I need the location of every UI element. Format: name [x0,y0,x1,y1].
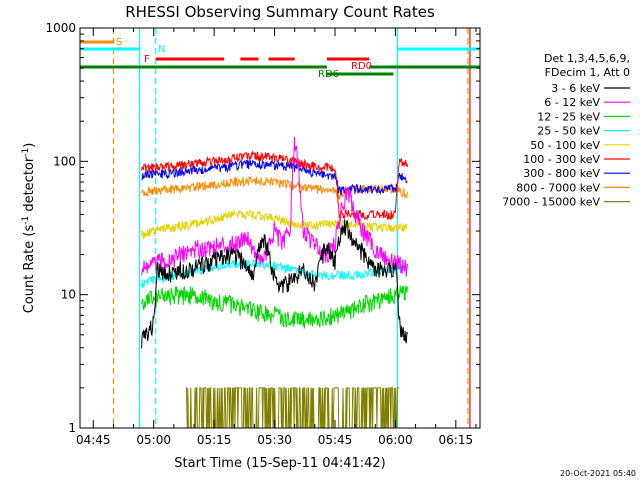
legend-label: 800 - 7000 keV [516,181,600,194]
x-tick-label: 06:00 [378,433,413,447]
series-line [141,159,408,196]
legend: Det 1,3,4,5,6,9, FDecim 1, Att 0 3 - 6 k… [502,52,630,209]
legend-label: 25 - 50 keV [537,125,600,138]
legend-header-detectors: Det 1,3,4,5,6,9, [544,52,630,65]
y-tick-label: 1 [68,421,76,435]
flag-label: RD6 [318,69,339,80]
y-axis-label: Count Rate (s-1 detector-1) [21,143,37,314]
plot-frame [79,27,481,429]
y-tick-label: 100 [53,154,76,168]
flag-label: S [116,37,122,48]
x-tick-label: 04:45 [76,433,111,447]
legend-label: 6 - 12 keV [544,96,600,109]
legend-label: 7000 - 15000 keV [502,196,600,209]
flag-label: RD0 [351,61,372,72]
series-line [141,136,408,277]
legend-label: 3 - 6 keV [551,82,600,95]
legend-label: 100 - 300 keV [523,153,600,166]
flag-label: F [144,54,150,65]
legend-label: 12 - 25 keV [537,110,600,123]
legend-label: 300 - 800 keV [523,167,600,180]
x-tick-label: 05:00 [136,433,171,447]
timestamp: 20-Oct-2021 05:40 [560,469,636,478]
legend-header-attenuator: FDecim 1, Att 0 [545,66,630,79]
series-line [141,285,408,329]
y-tick-label: 10 [61,288,76,302]
x-tick-label: 06:15 [439,433,474,447]
chart-title: RHESSI Observing Summary Count Rates [125,3,435,21]
series-line [141,176,408,201]
series-line [141,219,408,349]
flag-label: N [158,44,165,55]
series-line [185,387,400,429]
series-line [141,150,408,221]
x-axis-label: Start Time (15-Sep-11 04:41:42) [174,456,385,471]
plot-area: S NF RD0 RD6 1 10 100 1000 04:45 05:00 05:15 05:30 0… [45,21,481,447]
x-tick-label: 05:30 [257,433,292,447]
x-tick-label: 05:45 [318,433,353,447]
x-tick-label: 05:15 [197,433,232,447]
legend-label: 50 - 100 keV [530,139,600,152]
y-tick-label: 1000 [45,21,76,35]
